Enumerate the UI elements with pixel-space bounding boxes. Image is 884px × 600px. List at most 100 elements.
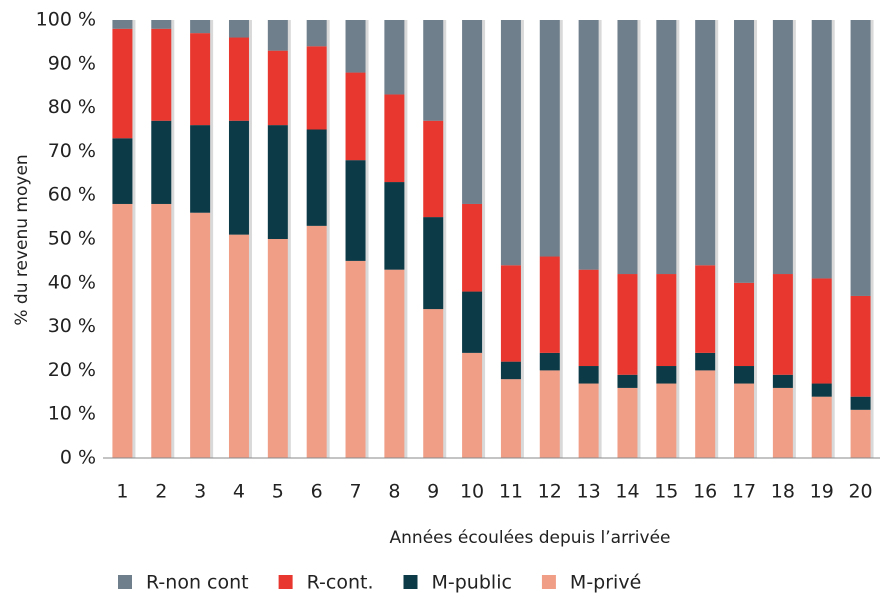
bar-segment (384, 94, 405, 183)
x-tick-label: 15 (654, 481, 678, 503)
bar-segment (423, 120, 444, 218)
x-tick-label: 3 (194, 481, 206, 503)
bar-segment (345, 20, 366, 73)
x-tick-label: 11 (499, 481, 523, 503)
legend-label: M-privé (570, 572, 641, 594)
bar-segment (423, 309, 444, 458)
bar-segment (462, 20, 483, 204)
bar-segment (578, 366, 599, 384)
bar-segment (267, 239, 288, 458)
x-tick-label: 6 (311, 481, 323, 503)
bar-segment (306, 46, 327, 130)
y-tick-label: 20 % (48, 359, 96, 381)
bar-segment (151, 120, 172, 204)
bar-segment (850, 409, 871, 458)
bar-segment (151, 28, 172, 121)
bar-segment (811, 396, 832, 458)
bar-segment (695, 265, 716, 353)
bar-segment (500, 265, 521, 362)
bar-segment (772, 274, 793, 375)
legend-label: M-public (432, 572, 512, 594)
legend-label: R-cont. (307, 572, 374, 594)
bar-segment (384, 182, 405, 270)
y-tick-label: 60 % (48, 184, 96, 206)
bar-segment (500, 20, 521, 266)
y-tick-label: 30 % (48, 315, 96, 337)
x-tick-label: 14 (615, 481, 639, 503)
bar-segment (267, 20, 288, 51)
x-tick-label: 8 (388, 481, 400, 503)
bar-segment (656, 20, 677, 275)
bar-segment (151, 203, 172, 458)
x-axis-label: Années écoulées depuis l’arrivée (390, 528, 671, 548)
legend-swatch (541, 575, 556, 589)
y-axis-label: % du revenu moyen (12, 154, 32, 325)
x-tick-label: 17 (732, 481, 756, 503)
bar-segment (462, 291, 483, 353)
bar-segment (306, 129, 327, 226)
x-tick-label: 20 (848, 481, 872, 503)
bar-segment (656, 366, 677, 384)
bar-segment (462, 352, 483, 458)
y-tick-label: 40 % (48, 271, 96, 293)
x-tick-label: 1 (116, 481, 128, 503)
legend-swatch (278, 575, 293, 589)
legend-swatch (403, 575, 418, 589)
bar-segment (306, 20, 327, 47)
bar-segment (772, 374, 793, 388)
bar-segment (384, 20, 405, 95)
legend-swatch (118, 575, 132, 589)
bar-segment (734, 383, 755, 458)
bar-segment (811, 383, 832, 397)
x-tick-label: 16 (693, 481, 717, 503)
y-tick-label: 10 % (48, 403, 96, 425)
bar-segment (112, 20, 133, 29)
bar-segment (811, 278, 832, 384)
bar-segment (850, 396, 871, 410)
bar-segment (617, 274, 638, 375)
bar-segment (539, 370, 560, 458)
bar-segment (772, 387, 793, 458)
bar-segment (423, 217, 444, 310)
bar-segment (539, 20, 560, 257)
bar-segment (112, 138, 133, 204)
y-tick-label: 0 % (60, 447, 96, 469)
bar-segment (345, 72, 366, 161)
bar-segment (228, 234, 249, 458)
bar-segment (112, 203, 133, 458)
x-tick-label: 12 (538, 481, 562, 503)
y-tick-label: 100 % (36, 9, 96, 31)
bar-segment (695, 370, 716, 458)
x-tick-label: 7 (349, 481, 361, 503)
bar-segment (734, 20, 755, 283)
bar-segment (190, 212, 211, 458)
bar-segment (228, 20, 249, 38)
y-tick-label: 50 % (48, 228, 96, 250)
x-tick-label: 18 (771, 481, 795, 503)
bar-segment (112, 28, 133, 139)
bar-segment (539, 352, 560, 371)
bar-segment (500, 361, 521, 380)
bar-segment (345, 160, 366, 261)
bar-segment (695, 20, 716, 266)
bar-segment (695, 352, 716, 371)
bar-segment (850, 295, 871, 397)
x-tick-label: 13 (577, 481, 601, 503)
bar-segment (306, 225, 327, 458)
bar-segment (578, 383, 599, 458)
bar-segment (656, 383, 677, 458)
bar-segment (734, 366, 755, 384)
bar-segment (578, 20, 599, 270)
bar-segment (578, 269, 599, 367)
x-tick-label: 9 (427, 481, 439, 503)
legend-label: R-non cont (146, 572, 249, 594)
bar-segment (850, 20, 871, 296)
bar-segment (617, 387, 638, 458)
bar-segment (734, 282, 755, 367)
bar-segment (190, 20, 211, 34)
bar-segment (656, 274, 677, 367)
bar-segment (345, 260, 366, 458)
x-tick-label: 5 (272, 481, 284, 503)
bar-segment (151, 20, 172, 29)
